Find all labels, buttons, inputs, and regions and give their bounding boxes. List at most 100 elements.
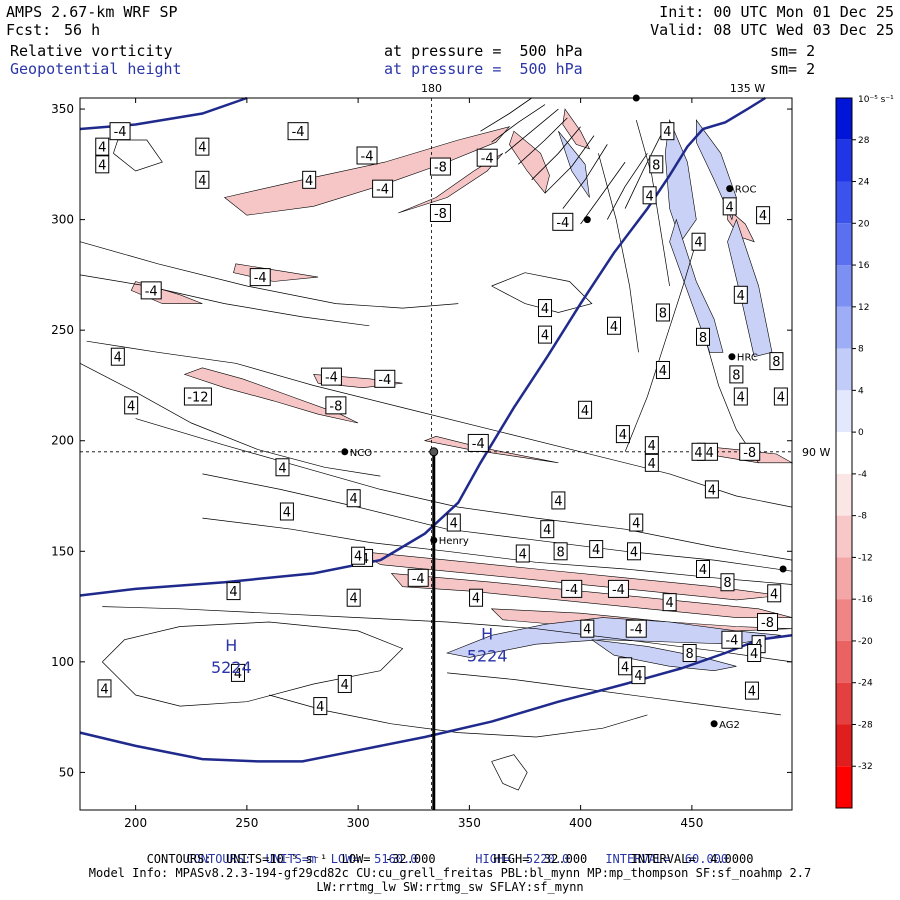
vorticity-label: 4: [229, 585, 237, 600]
colorbar-swatch: [836, 265, 852, 307]
vorticity-label-box: [625, 619, 647, 638]
vorticity-label-box: [538, 325, 553, 344]
station-dot: [430, 536, 438, 544]
vorticity-label: 4: [750, 647, 758, 662]
colorbar-label: 12: [858, 303, 869, 313]
station-label: Henry: [439, 536, 469, 547]
vorticity-label: 4: [114, 351, 122, 366]
vorticity-label-box: [249, 268, 271, 287]
vorticity-label: 4: [316, 700, 324, 715]
vorticity-label: 4: [541, 302, 549, 317]
station-label: ROC: [735, 185, 757, 196]
vorticity-label: 4: [198, 174, 206, 189]
vorticity-label-box: [607, 579, 629, 598]
vorticity-label: 4: [543, 523, 551, 538]
vorticity-label-box: [110, 347, 125, 366]
colorbar-label: 16: [858, 261, 870, 271]
y-tick-label: 350: [51, 102, 74, 116]
vorticity-label-box: [325, 396, 347, 415]
height-contour-5220: [79, 96, 766, 597]
x-axis: 200 250 300 350 400 450: [124, 98, 703, 830]
colorbar-label: -24: [858, 679, 873, 689]
vorticity-contour: [79, 241, 459, 309]
vorticity-label: 4: [648, 439, 656, 454]
vorticity-label-box: [696, 559, 710, 578]
vorticity-label-box: [351, 546, 366, 565]
vorticity-label-box: [372, 179, 394, 198]
vorticity-label: -8: [434, 161, 447, 176]
vorticity-label: 4: [630, 545, 638, 560]
vorticity-label: 4: [737, 289, 745, 304]
height-contour-5220: [79, 634, 793, 763]
vorticity-label: 8: [652, 158, 660, 173]
colorbar-units: 10⁻⁵ s⁻¹: [858, 95, 894, 105]
vorticity-label-box: [767, 584, 782, 603]
vorticity-label-box: [691, 232, 706, 251]
colorbar-label: -28: [858, 720, 873, 730]
vorticity-label: 8: [772, 355, 780, 370]
vorticity-label-box: [313, 697, 328, 716]
vorticity-contour: [135, 418, 793, 561]
vorticity-label: 8: [699, 331, 707, 346]
vorticity-label-box: [346, 588, 361, 607]
vorticity-label: 4: [350, 592, 358, 607]
forecast-label: Fcst:: [6, 21, 52, 39]
vorticity-label: 4: [634, 669, 642, 684]
vorticity-label-box: [538, 299, 553, 318]
station-dot: [728, 353, 736, 361]
vorticity-label-box: [552, 212, 574, 231]
vorticity-label-box: [644, 436, 659, 455]
station-label: NCO: [350, 448, 372, 459]
vorticity-label: 4: [305, 174, 313, 189]
vorticity-label: -4: [472, 437, 485, 452]
vorticity-label-box: [704, 480, 719, 499]
cross-section-endpoint: [429, 447, 439, 457]
colorbar-swatch: [836, 640, 852, 683]
model-title: AMPS 2.67-km WRF SP: [6, 3, 178, 21]
colorbar-swatch: [836, 181, 852, 224]
vorticity-label-box: [662, 593, 677, 612]
vorticity-labels: -4 -4 4 4 4 4 -4 4 -4 -8 -8 -4 -4 -4 4 -4 -4 -12 -8 4 -4 4 4 4 4…: [95, 122, 788, 716]
height-contour-interval: INTERVAL= 60.000: [605, 852, 729, 866]
vorticity-contour: [491, 272, 593, 313]
geopotential-height-contours: [79, 96, 793, 763]
vorticity-contour: [86, 340, 793, 508]
vorticity-label-box: [720, 573, 735, 592]
vorticity-label-box: [540, 520, 555, 539]
vorticity-label: 4: [759, 209, 767, 224]
vorticity-label: 4: [198, 141, 206, 156]
dense-vorticity-contour: [504, 108, 559, 154]
vorticity-label: -4: [481, 152, 494, 167]
vorticity-label-box: [109, 122, 131, 141]
forecast-value: 56 h: [64, 21, 101, 39]
vorticity-label-box: [631, 666, 646, 685]
vorticity-label: -4: [114, 125, 127, 140]
negative-vorticity-fills: [130, 108, 794, 632]
vorticity-label: -4: [376, 183, 389, 198]
colorbar-label: -4: [858, 470, 867, 480]
vorticity-label: 8: [732, 368, 740, 383]
vorticity-label-box: [722, 197, 737, 216]
vorticity-label: 4: [127, 399, 135, 414]
positive-vorticity-fill: [696, 119, 737, 221]
meridian-label: 180: [421, 82, 442, 95]
vorticity-label-box: [374, 369, 396, 388]
colorbar-swatch: [836, 139, 852, 182]
vorticity-label-box: [615, 425, 630, 444]
vorticity-label: 4: [592, 543, 600, 558]
vorticity-label: 4: [737, 391, 745, 406]
vorticity-label-box: [429, 157, 451, 176]
vorticity-label: 4: [581, 404, 589, 419]
dense-vorticity-contour: [491, 104, 546, 143]
vorticity-label: -8: [329, 399, 342, 414]
cross-section-line: [429, 447, 439, 810]
dense-vorticity-contour: [480, 97, 532, 132]
vorticity-label-box: [97, 679, 112, 698]
vorticity-label-box: [744, 681, 759, 700]
vorticity-label: 4: [541, 329, 549, 344]
positive-vorticity-fill: [727, 218, 773, 358]
vorticity-label-box: [407, 568, 429, 587]
vorticity-label: 4: [278, 461, 286, 476]
station-dot: [726, 185, 734, 193]
colorbar-swatch: [836, 682, 852, 725]
